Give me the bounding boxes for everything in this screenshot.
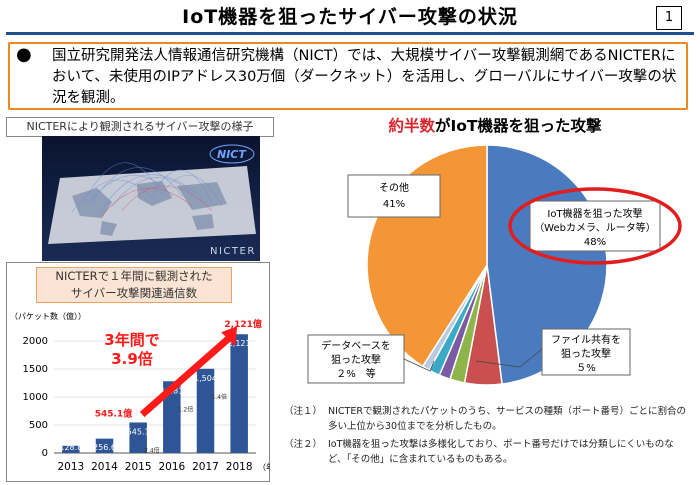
bar-2015 xyxy=(129,422,147,453)
map-caption: NICTERにより観測されるサイバー攻撃の様子 xyxy=(6,117,274,137)
label-database-line3: ２% 等 xyxy=(336,367,376,380)
bar-value-label: 2,121 xyxy=(228,339,251,348)
bar-2014 xyxy=(95,438,114,453)
bar-2013 xyxy=(62,445,80,453)
label-database-line2: 狙った攻撃 xyxy=(331,353,381,366)
growth-label: 1.4倍 xyxy=(211,393,227,401)
pie-chart-title: 約半数がIoT機器を狙った攻撃 xyxy=(310,114,680,136)
pie-title-rest: がIoT機器を狙った攻撃 xyxy=(435,117,602,135)
note-1: （注１） NICTERで観測されたパケットのうち、サービスの種類（ポート番号）ご… xyxy=(284,404,692,434)
nicter-logo: NICTER xyxy=(210,246,256,257)
slide-title: IoT機器を狙ったサイバー攻撃の状況 xyxy=(182,6,518,28)
callout-line2: 3.9倍 xyxy=(111,350,153,368)
x-tick-label: 2014 xyxy=(91,461,118,473)
label-other-line2: 41% xyxy=(383,199,405,210)
y-tick-label: 2000 xyxy=(23,336,48,347)
bar-value-label: 256.6 xyxy=(93,443,116,452)
label-iot-line2: （Webカメラ、ルータ等） xyxy=(534,221,656,234)
label-iot-line1: IoT機器を狙った攻撃 xyxy=(547,207,642,220)
label-file-share-line1: ファイル共有を xyxy=(551,333,621,346)
page-number: 1 xyxy=(656,6,682,30)
nict-logo: NICT xyxy=(217,148,247,161)
bar-2017 xyxy=(196,368,215,453)
label-other-line1: その他 xyxy=(379,181,409,194)
intro-text: 国立研究開発法人情報通信研究機構（NICT）では、大規模サイバー攻撃観測網である… xyxy=(52,48,677,106)
x-tick-label: 2018 xyxy=(226,461,253,473)
growth-label: 2.4倍 xyxy=(144,446,160,454)
file-share-leader-line xyxy=(475,348,543,368)
end-value-label: 2,121億 xyxy=(224,318,261,330)
bar-value-label: 545.1 xyxy=(127,427,150,436)
x-tick-label: 2015 xyxy=(125,461,152,473)
y-tick-label: 1500 xyxy=(23,364,48,375)
label-iot-line3: 48% xyxy=(584,237,606,248)
x-tick-label: 2017 xyxy=(192,461,219,473)
label-iot: IoT機器を狙った攻撃 （Webカメラ、ルータ等） 48% xyxy=(529,200,661,252)
label-other: その他 41% xyxy=(347,174,441,218)
attack-map-image: NICT NICTER xyxy=(42,136,260,261)
title-divider xyxy=(6,32,694,35)
notes: （注１） NICTERで観測されたパケットのうち、サービスの種類（ポート番号）ご… xyxy=(284,404,692,470)
bullet-icon: ● xyxy=(16,44,32,65)
bar-value-label: 128.8 xyxy=(59,443,82,452)
note-2: （注２） IoT機器を狙った攻撃は多様化しており、ポート番号だけでは分類しにくい… xyxy=(284,437,692,467)
x-tick-label: 2013 xyxy=(57,461,84,473)
y-tick-label: 500 xyxy=(29,420,48,431)
x-axis-label: （年） xyxy=(258,462,270,472)
continents xyxy=(72,181,227,236)
y-tick-label: 0 xyxy=(42,448,48,459)
bar-chart: （パケット数（億）） 0 500 1000 1500 2000 128.8 2013 256.6… xyxy=(10,311,270,473)
growth-arrow xyxy=(139,333,234,418)
bar-chart-title-line2: サイバー攻撃関連通信数 xyxy=(70,286,198,300)
bar-2018 xyxy=(230,334,248,453)
start-value-label: 545.1億 xyxy=(95,407,132,419)
label-database: データベースを 狙った攻撃 ２% 等 xyxy=(307,334,405,384)
y-tick-label: 1000 xyxy=(23,392,48,403)
iot-highlight-ring xyxy=(508,187,682,265)
growth-label: 1.2倍 xyxy=(178,405,194,413)
bar-chart-title-box: NICTERで１年間に観測された サイバー攻撃関連通信数 xyxy=(36,267,232,303)
bar-2016 xyxy=(163,381,181,453)
bar-chart-title-line1: NICTERで１年間に観測された xyxy=(55,269,213,283)
y-axis-label: （パケット数（億）） xyxy=(10,311,86,321)
label-file-share-line3: ５% xyxy=(576,363,596,374)
callout-line1: 3年間で xyxy=(104,331,159,349)
label-database-line1: データベースを xyxy=(321,339,391,352)
note-1-text: NICTERで観測されたパケットのうち、サービスの種類（ポート番号）ごとに割合の… xyxy=(328,406,686,432)
attack-arcs xyxy=(71,162,223,213)
note-1-tag: （注１） xyxy=(284,406,323,417)
bar-chart-panel xyxy=(6,262,270,482)
label-file-share-line2: 狙った攻撃 xyxy=(561,347,611,360)
label-file-share: ファイル共有を 狙った攻撃 ５% xyxy=(541,328,631,376)
bar-value-label: 1,504 xyxy=(194,374,217,383)
intro-box: 国立研究開発法人情報通信研究機構（NICT）では、大規模サイバー攻撃観測網である… xyxy=(8,42,688,110)
pie-title-highlight: 約半数 xyxy=(388,117,435,135)
growth-arrow-head xyxy=(221,326,238,347)
database-leader-line xyxy=(403,358,435,372)
note-2-tag: （注２） xyxy=(284,439,323,450)
note-2-text: IoT機器を狙った攻撃は多様化しており、ポート番号だけでは分類しにくいものなど、… xyxy=(328,439,674,465)
pie-chart: その他 41% IoT機器を狙った攻撃 （Webカメラ、ルータ等） 48% ファ… xyxy=(307,144,682,386)
x-tick-label: 2016 xyxy=(158,461,185,473)
